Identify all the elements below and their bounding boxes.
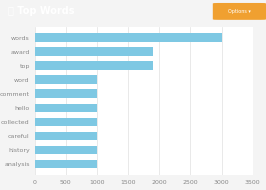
Bar xyxy=(35,131,97,140)
Bar xyxy=(35,89,97,98)
Bar xyxy=(35,104,97,112)
Bar xyxy=(35,160,97,168)
Text: 🔍 Top Words: 🔍 Top Words xyxy=(8,6,74,16)
Bar xyxy=(35,47,153,56)
Bar xyxy=(35,33,222,42)
Text: Options ▾: Options ▾ xyxy=(228,9,251,14)
FancyBboxPatch shape xyxy=(213,3,266,20)
Bar xyxy=(35,146,97,154)
Bar xyxy=(35,75,97,84)
Bar xyxy=(35,118,97,126)
Bar xyxy=(35,61,153,70)
